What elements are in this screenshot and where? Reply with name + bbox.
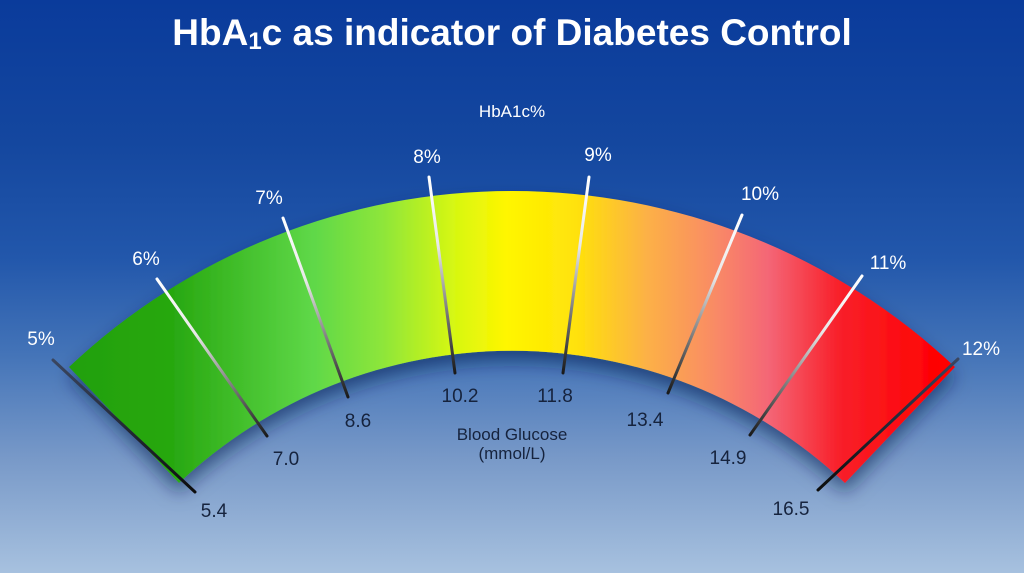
- tick-line-6pct: [155, 277, 269, 438]
- hba1c-label: 7%: [255, 188, 283, 209]
- tick-line-5pct: [51, 358, 197, 494]
- tick-line-12pct: [816, 357, 960, 492]
- hba1c-label: 6%: [132, 249, 160, 270]
- glucose-label: 10.2: [441, 386, 479, 407]
- glucose-label: 8.6: [344, 411, 372, 432]
- glucose-label: 11.8: [537, 386, 573, 407]
- glucose-label: 16.5: [772, 499, 810, 520]
- color-band-arc: [69, 190, 955, 483]
- blood-glucose-axis-label: Blood Glucose (mmol/L): [0, 425, 1024, 463]
- title-subscript: 1: [248, 28, 262, 55]
- hba1c-label: 12%: [961, 339, 1001, 360]
- tick-line-7pct: [281, 216, 350, 399]
- glucose-label: 7.0: [272, 449, 300, 470]
- title-text-suffix: c as indicator of Diabetes Control: [261, 12, 852, 53]
- glucose-label: 14.9: [709, 448, 747, 469]
- title-text-prefix: HbA: [172, 12, 249, 53]
- tick-lines: [51, 175, 960, 494]
- hba1c-axis-label: HbA1c%: [478, 102, 546, 121]
- blood-glucose-unit-label: (mmol/L): [478, 444, 546, 463]
- page-title: HbA1c as indicator of Diabetes Control: [0, 12, 1024, 56]
- hba1c-label: 8%: [413, 147, 441, 168]
- blood-glucose-label-line1: Blood Glucose: [456, 425, 568, 444]
- hba1c-label: 10%: [740, 184, 780, 205]
- tick-line-9pct: [561, 175, 591, 375]
- tick-line-10pct: [666, 213, 744, 395]
- tick-line-8pct: [427, 175, 457, 375]
- tick-line-11pct: [748, 274, 864, 437]
- hba1c-label: 11%: [869, 253, 907, 274]
- glucose-label: 13.4: [626, 410, 664, 431]
- hba1c-label: 5%: [27, 329, 55, 350]
- hba1c-label: 9%: [584, 145, 612, 166]
- glucose-label: 5.4: [200, 501, 228, 522]
